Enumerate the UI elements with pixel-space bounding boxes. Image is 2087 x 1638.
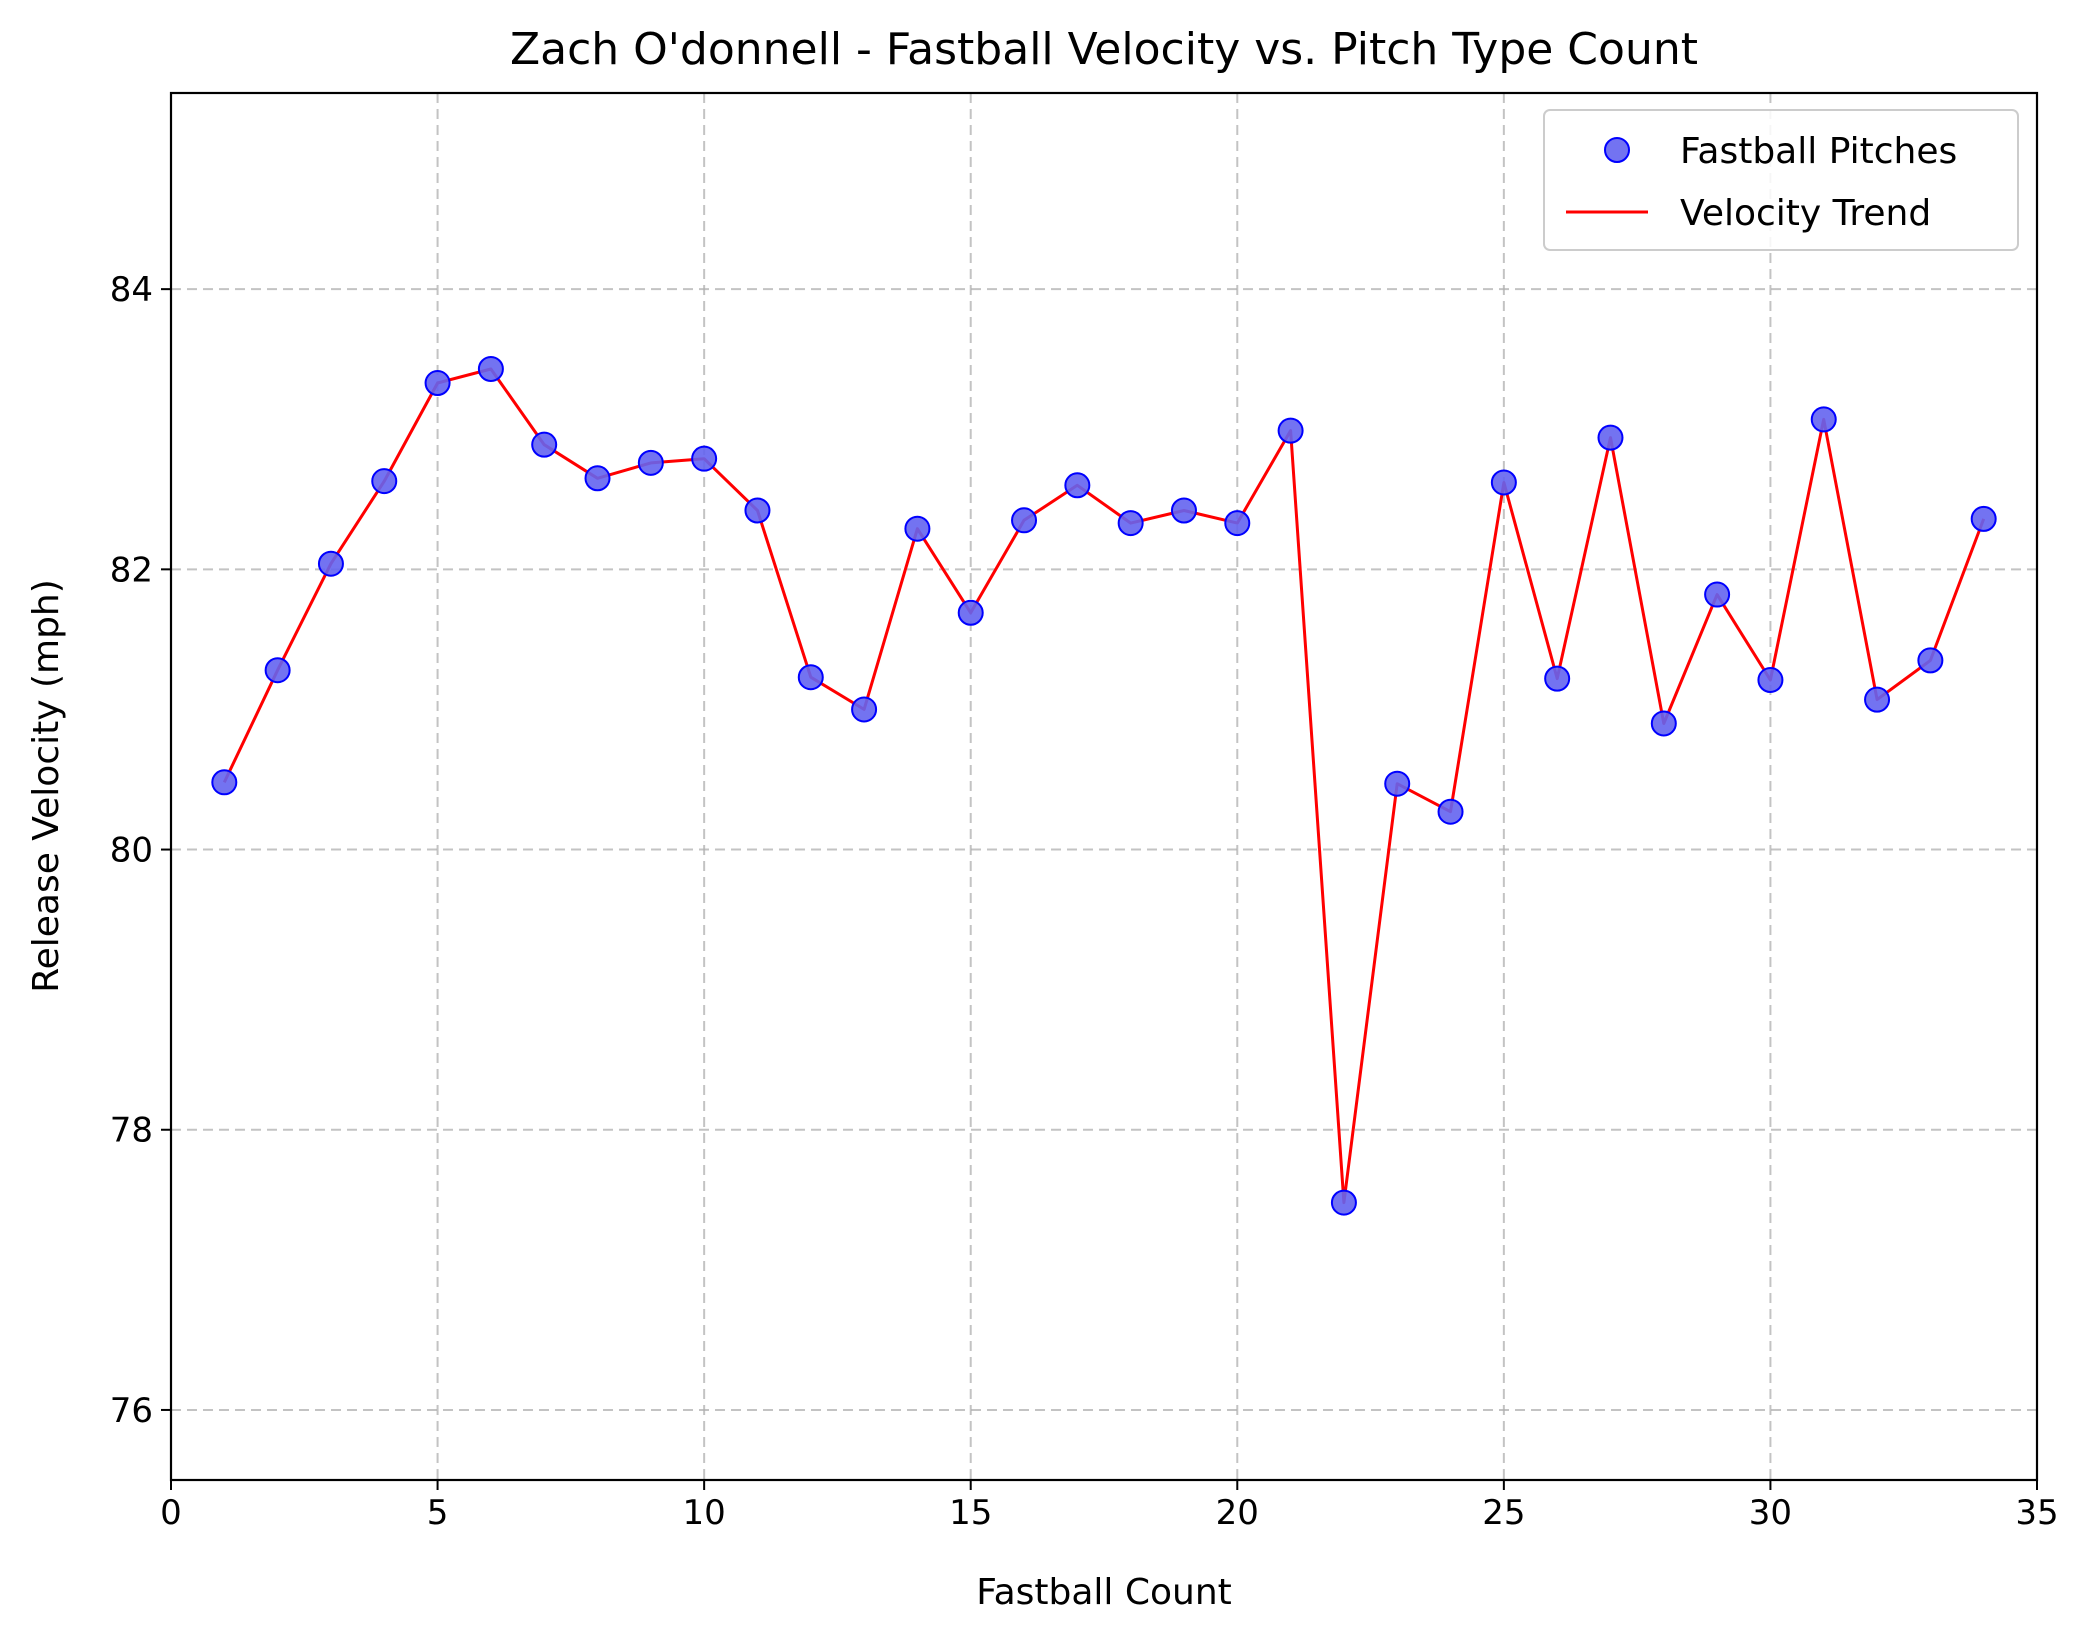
fastball-point — [211, 769, 238, 796]
velocity-trend-line — [222, 367, 1986, 1205]
x-tick-label: 35 — [2015, 1493, 2058, 1533]
x-tick-label: 25 — [1482, 1493, 1525, 1533]
legend: Fastball Pitches Velocity Trend — [1543, 109, 2019, 251]
fastball-point — [1757, 667, 1784, 694]
fastball-point — [1011, 507, 1038, 534]
x-axis-ticks: 0 5 10 15 20 25 30 35 — [160, 1480, 2059, 1533]
y-tick-label: 80 — [110, 831, 153, 871]
fastball-point — [957, 599, 984, 626]
x-tick-label: 15 — [949, 1493, 992, 1533]
velocity-trend-layer — [222, 367, 1986, 1205]
fastball-point — [1064, 472, 1091, 499]
y-tick-label: 84 — [110, 270, 153, 310]
plot-frame — [169, 91, 2039, 1482]
x-axis-label: Fastball Count — [976, 1572, 1232, 1613]
fastball-point — [371, 468, 398, 495]
x-tick-label: 20 — [1216, 1493, 1259, 1533]
chart-title: Zach O'donnell - Fastball Velocity vs. P… — [510, 24, 1698, 75]
fastball-point — [1437, 798, 1464, 825]
x-tick-label: 0 — [160, 1493, 182, 1533]
fastball-point — [1597, 424, 1624, 451]
fastball-point — [531, 431, 558, 458]
fastball-point — [584, 465, 611, 492]
fastball-point — [264, 657, 291, 684]
grid — [171, 93, 2037, 1480]
fastball-point — [1917, 647, 1944, 674]
legend-label-fastball-pitches: Fastball Pitches — [1680, 131, 1957, 172]
fastball-point — [1490, 469, 1517, 496]
fastball-point — [1864, 686, 1891, 713]
fastball-point — [637, 449, 664, 476]
fastball-point — [1810, 406, 1837, 433]
fastball-points-layer — [211, 355, 1997, 1216]
legend-label-velocity-trend: Velocity Trend — [1680, 193, 1931, 234]
x-tick-label: 10 — [683, 1493, 726, 1533]
y-axis-ticks: 76 78 80 82 84 — [110, 270, 171, 1431]
fastball-point — [744, 497, 771, 524]
fastball-point — [1544, 665, 1571, 692]
fastball-point — [317, 550, 344, 577]
fastball-point — [1384, 770, 1411, 797]
legend-box — [1543, 109, 2019, 251]
y-tick-label: 76 — [110, 1391, 153, 1431]
fastball-point — [1277, 417, 1304, 444]
fastball-point — [424, 370, 451, 397]
y-tick-label: 78 — [110, 1111, 153, 1151]
fastball-point — [904, 515, 931, 542]
fastball-point — [1170, 497, 1197, 524]
y-tick-label: 82 — [110, 550, 153, 590]
fastball-point — [1704, 581, 1731, 608]
fastball-point — [797, 664, 824, 691]
fastball-point — [1330, 1189, 1357, 1216]
fastball-point — [1224, 510, 1251, 537]
fastball-point — [1650, 710, 1677, 737]
fastball-point — [691, 445, 718, 472]
legend-marker-fastball-pitches — [1604, 137, 1630, 163]
fastball-point — [477, 355, 504, 382]
y-axis-label: Release Velocity (mph) — [26, 579, 67, 993]
fastball-point — [851, 696, 878, 723]
fastball-point — [1970, 505, 1997, 532]
x-tick-label: 30 — [1749, 1493, 1792, 1533]
x-tick-label: 5 — [427, 1493, 449, 1533]
fastball-point — [1117, 510, 1144, 537]
